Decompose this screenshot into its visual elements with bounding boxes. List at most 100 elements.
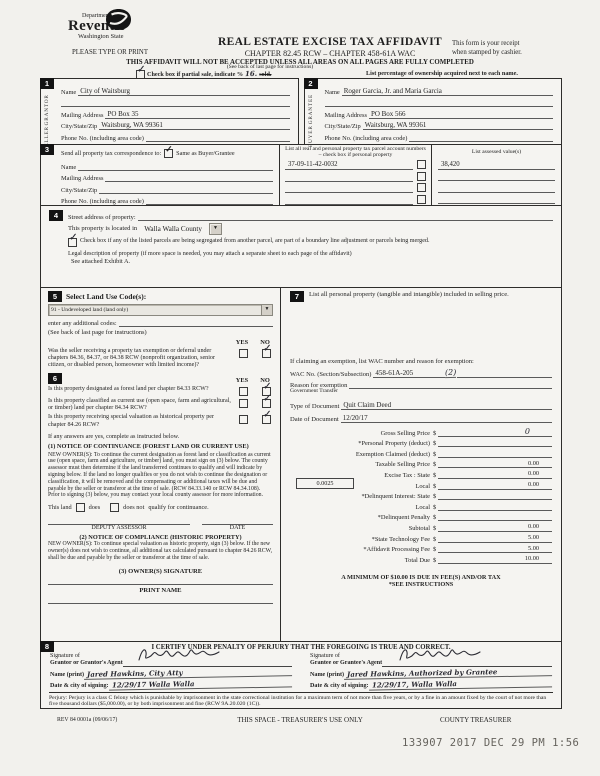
forest-yes-checkbox [238,387,248,397]
dollar-sign: $ [433,440,437,448]
doc-date-value: 12/20/17 [340,414,552,423]
checkmark-icon: ✓ [261,409,271,421]
deputy-assessor-line [48,524,190,526]
exemption-note: If claiming an exemption, list WAC numbe… [290,358,474,365]
owners-signature-heading: (3) OWNER(S) SIGNATURE [118,567,203,575]
current-use-question: Is this property classified as current u… [48,398,231,412]
forest-no-checkbox: ✓ [261,382,271,397]
personal-property-checkbox-3 [417,183,426,193]
dollar-sign: $ [433,535,437,543]
buyer-name-label: Name [324,88,340,96]
grantor-date-label: Date & city of signing: [50,683,109,689]
section-7-badge: 7 [290,291,304,302]
notice2-body: NEW OWNER(S): To continue special valuat… [48,541,273,561]
treasurer-timestamp-stamp: 133907 2017 DEC 29 PM 1:56 [402,737,580,749]
section-3-badge: 3 [40,144,54,155]
assessed-value-4 [438,203,555,205]
seller-address-value: PO Box 35 [105,110,290,119]
same-as-buyer-label: Same as Buyer/Grantee [176,150,235,157]
reason-line [349,388,552,389]
dollar-sign: $ [433,482,437,490]
grantor-sig-label-1: Signature of [50,653,80,659]
corr-name-value [78,169,273,171]
section-5-badge: 5 [48,291,62,302]
money-label-delinq-state: *Delinquent Interest: State [361,493,430,501]
money-label-taxable: Taxable Selling Price [375,461,430,469]
print-name-line [48,602,273,604]
money-value-exemption [438,456,552,458]
receipt-note-line1: This form is your receipt [452,40,520,47]
partial-sale-suffix: sold. [259,70,272,78]
grantee-sig-label-2: Grantee or Grantee's Agent [310,660,383,666]
grantor-signature [135,646,223,668]
dollar-sign: $ [433,450,437,458]
buyer-address-label: Mailing Address [324,111,367,119]
please-type-note: PLEASE TYPE OR PRINT [72,49,148,56]
print-name-heading: PRINT NAME [139,586,182,594]
parcel-number-2 [285,180,413,182]
see-back-note: (See back of last page for instructions) [226,64,314,70]
receipt-note: This form is your receipt when stamped b… [452,40,557,57]
buyer-phone-value [409,140,553,142]
money-value-taxable: 0.00 [438,460,552,469]
money-value-processing-fee: 5.00 [438,545,552,554]
buyer-phone-label: Phone No. (including area code) [324,134,408,142]
corr-city-value [99,192,273,194]
historical-yes-checkbox [238,415,248,425]
local-rate-box: 0.0025 [296,477,354,489]
buyer-box: 2 BUYER GRANTEE Name Roger Garcia, Jr. an… [303,78,562,147]
dollar-sign: $ [433,546,437,554]
notice1-body: NEW OWNER(S): To continue the current de… [48,451,271,499]
corr-address-value [105,181,273,182]
ownership-note: List percentage of ownership acquired ne… [366,69,518,77]
logo-dept-text: Department of [82,13,117,19]
money-value-tech-fee: 5.00 [438,534,552,543]
section-8-badge: 8 [40,641,54,652]
certification-box: 8 I CERTIFY UNDER PENALTY OF PERJURY THA… [40,641,562,709]
minimum-fee-note: A MINIMUM OF $10.00 IS DUE IN FEE(S) AND… [341,573,501,581]
money-label-subtotal: Subtotal [408,524,430,532]
money-value-penalty [438,520,552,522]
historical-question: Is this property receiving special valua… [48,414,215,428]
send-correspondence-label: Send all property tax correspondence to: [61,150,162,157]
sec5-no-header: NO [260,339,270,346]
county-dropdown-button[interactable]: ▼ [209,222,223,235]
segregated-text: Check box if any of the listed parcels a… [80,238,430,244]
personal-property-note: List all personal property (tangible and… [309,291,509,298]
checkmark-icon: ✓ [68,232,78,244]
grantor-sig-label-2: Grantor or Grantor's Agent [50,660,123,666]
form-revision-number: REV 84 0001a (09/06/17) [57,717,118,723]
receipt-note-line2: when stamped by cashier. [452,48,522,56]
money-value-delinq-state [438,499,552,501]
seller-name-value: City of Waitsburg [78,87,290,96]
additional-codes-value [118,326,273,327]
dollar-sign: $ [433,556,437,564]
buyer-city-label: City/State/Zip [324,123,361,130]
buyer-city-value: Waitsburg, WA 99361 [362,121,553,130]
assessor-date-label: DATE [229,525,246,532]
money-value-gross [438,435,552,437]
corr-name-label: Name [61,163,77,171]
dollar-sign: $ [433,514,437,522]
seller-city-label: City/State/Zip [61,123,98,130]
owners-signature-line [48,583,273,585]
dollar-sign: $ [433,503,437,511]
section-1-badge: 1 [40,78,54,89]
treasurer-space-label: THIS SPACE - TREASURER'S USE ONLY [237,716,363,724]
reason-value: Government Transfer [290,388,339,394]
corr-phone-label: Phone No. (including area code) [61,198,144,205]
money-value-personal [438,446,552,448]
chevron-down-icon[interactable]: ▼ [261,305,272,315]
parcel-number-3 [285,192,413,194]
money-label-processing-fee: *Affidavit Processing Fee [363,546,430,554]
land-use-title: Select Land Use Code(s): [66,292,147,301]
land-use-code-select[interactable]: 91 - Undeveloped land (land only) ▼ [48,304,273,316]
sec6-no-header: NO [260,377,270,385]
affidavit-form: 1 SELLER GRANTOR Name City of Waitsburg M… [40,78,562,709]
does-not-checkbox [110,503,120,513]
corr-address-label: Mailing Address [61,175,104,182]
money-label-gross: Gross Selling Price [380,429,430,437]
sec5-no-checkbox: ✓ [261,344,271,358]
seller-name-label: Name [61,88,77,96]
buyer-name-extra-line [324,106,553,107]
